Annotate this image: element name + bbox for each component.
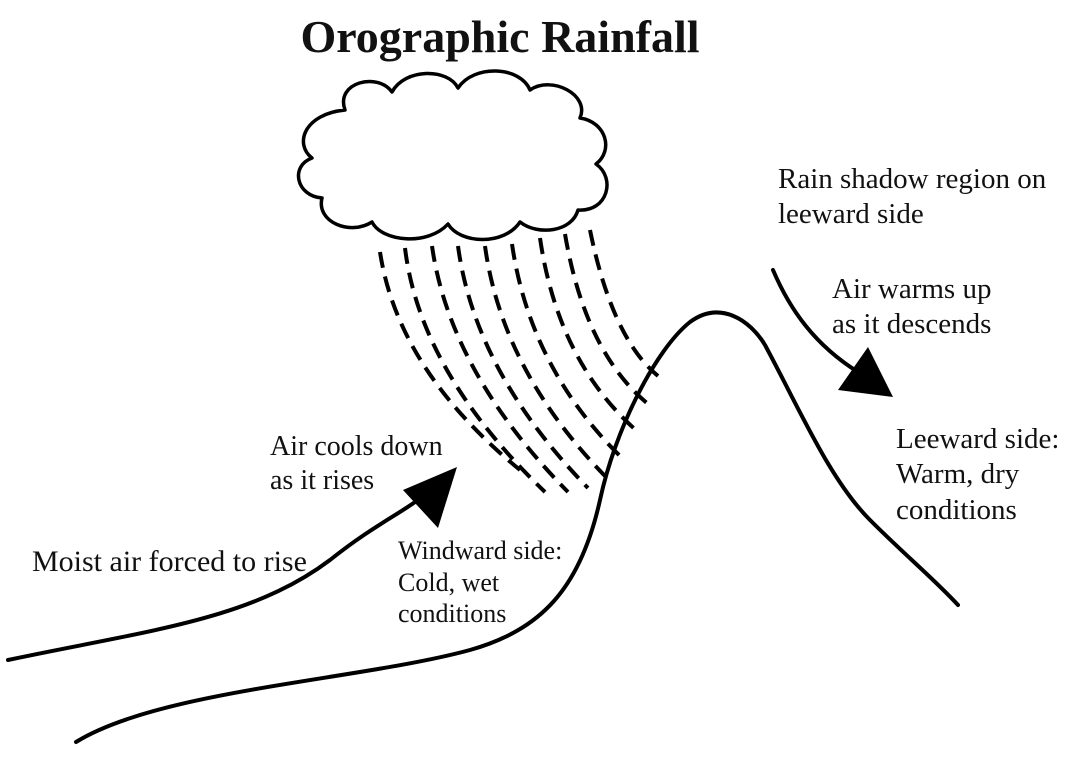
air-warms-label: Air warms up as it descends bbox=[832, 272, 991, 343]
cloud-icon bbox=[296, 69, 609, 242]
rain-streak bbox=[430, 245, 570, 494]
rain-streak bbox=[588, 229, 660, 378]
rain-streak bbox=[483, 245, 607, 478]
rain-streak bbox=[378, 251, 522, 472]
rain-streak bbox=[563, 233, 650, 406]
rain-streak bbox=[456, 245, 590, 490]
leeward-line: conditions bbox=[896, 493, 1017, 526]
rain-shadow-label: Rain shadow region on leeward side bbox=[778, 162, 1046, 233]
air-cools-label: Air cools down as it rises bbox=[270, 430, 443, 498]
rain-shadow-line: Rain shadow region on bbox=[778, 163, 1047, 195]
rising-air-arrow bbox=[6, 486, 434, 662]
moist-air-label: Moist air forced to rise bbox=[32, 545, 307, 578]
windward-line: conditions bbox=[398, 599, 507, 629]
rain-streak bbox=[510, 243, 624, 460]
mountain-outline bbox=[74, 310, 960, 744]
air-cools-line: Air cools down bbox=[270, 431, 443, 462]
air-warms-line: Air warms up bbox=[832, 273, 992, 305]
descending-air-arrowhead bbox=[838, 347, 893, 397]
rising-air-arrowhead bbox=[403, 467, 457, 528]
rain-shadow-line: leeward side bbox=[778, 198, 924, 231]
leeward-line: Warm, dry bbox=[896, 458, 1020, 491]
windward-line: Cold, wet bbox=[398, 567, 500, 597]
air-warms-line: as it descends bbox=[832, 308, 992, 341]
air-cools-line: as it rises bbox=[270, 465, 375, 497]
diagram-title: Orographic Rainfall bbox=[300, 11, 700, 62]
leeward-side-label: Leeward side: Warm, dry conditions bbox=[896, 422, 1059, 528]
leeward-line: Leeward side: bbox=[896, 423, 1060, 455]
descending-air-arrow bbox=[771, 268, 860, 374]
rain-streak bbox=[403, 247, 547, 494]
rain-streak bbox=[538, 237, 640, 434]
windward-line: Windward side: bbox=[398, 536, 563, 565]
windward-side-label: Windward side: Cold, wet conditions bbox=[398, 535, 562, 630]
rain-streaks bbox=[378, 229, 660, 494]
